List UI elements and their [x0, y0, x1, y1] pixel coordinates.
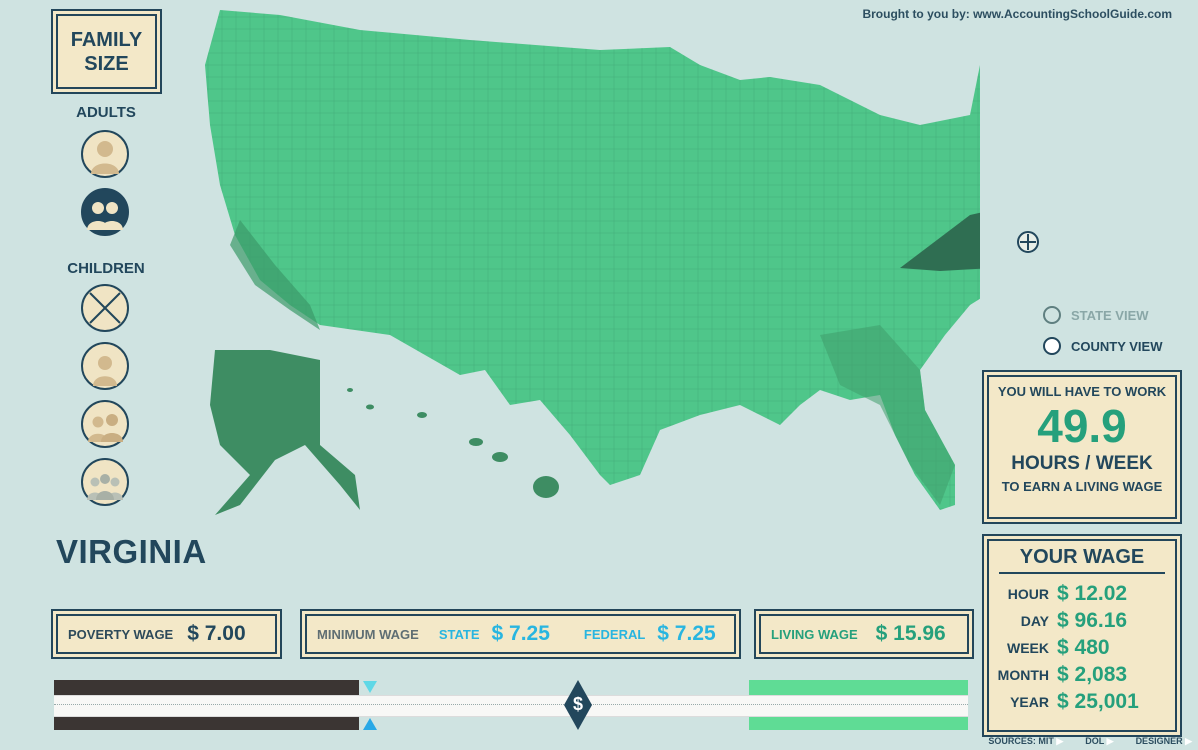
- wage-row-label: HOUR: [1007, 585, 1049, 602]
- federal-min-wage-value: $ 7.25: [657, 622, 716, 645]
- source-dol-link[interactable]: DOL ▶: [1085, 736, 1114, 746]
- dollar-handle-icon[interactable]: [564, 680, 592, 730]
- two-adults-icon: [87, 202, 123, 230]
- poverty-wage-value: $ 7.00: [187, 622, 246, 645]
- children-option-two[interactable]: [81, 400, 129, 448]
- slider-handle[interactable]: $: [564, 680, 592, 730]
- your-wage-rows: HOUR $ 12.02 DAY $ 96.16 WEEK $ 480 MONTH $ 2,0…: [989, 580, 1175, 715]
- wage-row-label: WEEK: [1007, 639, 1049, 656]
- living-wage-box: LIVING WAGE $ 15.96: [759, 614, 969, 654]
- state-view-label: STATE VIEW: [1071, 307, 1149, 323]
- source-dol-text[interactable]: DOL: [1085, 736, 1105, 746]
- your-wage-card: YOUR WAGE HOUR $ 12.02 DAY $ 96.16 WEEK $ 480…: [987, 539, 1177, 732]
- wage-row-value: $ 12.02: [1057, 581, 1128, 605]
- county-view-radio[interactable]: [1043, 337, 1061, 355]
- wage-row-value: $ 25,001: [1057, 689, 1139, 713]
- county-view-label: COUNTY VIEW: [1071, 338, 1163, 354]
- sources-label: SOURCES: MIT ▶: [988, 736, 1064, 746]
- wage-row-day: DAY $ 96.16: [997, 607, 1175, 634]
- virginia-highlight[interactable]: [900, 205, 980, 271]
- adults-option-one[interactable]: [81, 130, 129, 178]
- hawaii-shape[interactable]: [347, 388, 559, 498]
- state-min-wage-marker-top: [363, 681, 377, 693]
- wage-row-label: YEAR: [1010, 693, 1049, 710]
- poverty-wage-label: POVERTY WAGE: [68, 626, 174, 642]
- one-adult-icon: [91, 141, 119, 174]
- alaska-shape[interactable]: [210, 350, 360, 515]
- slider-track[interactable]: [54, 695, 968, 717]
- two-children-icon: [88, 414, 123, 442]
- family-size-title-line1: FAMILY: [70, 28, 143, 51]
- hours-unit: HOURS / WEEK: [1011, 453, 1153, 474]
- children-option-three[interactable]: [81, 458, 129, 506]
- designer-link[interactable]: DESIGNER ▶: [1135, 736, 1192, 746]
- hours-card-line2: TO EARN A LIVING WAGE: [1001, 479, 1163, 494]
- map-shade-west-coast: [230, 220, 320, 330]
- wage-row-week: WEEK $ 480: [997, 634, 1175, 661]
- children-label: CHILDREN: [67, 260, 145, 277]
- wage-row-month: MONTH $ 2,083: [997, 661, 1175, 688]
- slider-ticks: [54, 704, 968, 705]
- hours-card-line1: YOU WILL HAVE TO WORK: [997, 384, 1167, 399]
- wage-row-value: $ 2,083: [1057, 662, 1128, 686]
- county-borders: [205, 10, 980, 510]
- minimum-wage-label: MINIMUM WAGE: [317, 626, 419, 642]
- state-view-radio[interactable]: [1043, 306, 1061, 324]
- family-size-title-line2: SIZE: [84, 52, 129, 75]
- hours-card: YOU WILL HAVE TO WORK 49.9 HOURS / WEEK …: [987, 375, 1177, 519]
- map-shade-southeast: [820, 325, 955, 505]
- state-name: VIRGINIA: [56, 533, 207, 570]
- wage-row-value: $ 480: [1057, 635, 1110, 659]
- wage-row-label: MONTH: [997, 666, 1049, 683]
- adults-option-two[interactable]: [81, 188, 129, 236]
- wage-row-hour: HOUR $ 12.02: [997, 580, 1175, 607]
- your-wage-title: YOUR WAGE: [1019, 546, 1145, 568]
- living-wage-label: LIVING WAGE: [771, 626, 858, 642]
- wage-slider[interactable]: $: [54, 680, 968, 730]
- slider-handle-symbol: $: [572, 694, 583, 714]
- adults-label: ADULTS: [76, 104, 136, 121]
- children-option-one[interactable]: [81, 342, 129, 390]
- wage-row-value: $ 96.16: [1057, 608, 1128, 632]
- state-min-wage-label: STATE: [438, 626, 480, 642]
- wage-row-year: YEAR $ 25,001: [997, 688, 1175, 715]
- family-size-title: FAMILY SIZE: [56, 14, 157, 89]
- designer-text[interactable]: DESIGNER: [1135, 736, 1183, 746]
- three-children-icon: [87, 474, 123, 500]
- credit-text[interactable]: Brought to you by: www.AccountingSchoolG…: [862, 7, 1172, 21]
- sources-label-text: SOURCES:: [988, 736, 1036, 746]
- living-wage-value: $ 15.96: [875, 622, 946, 645]
- one-child-icon: [93, 356, 117, 386]
- state-min-wage-value: $ 7.25: [491, 622, 550, 645]
- hours-value: 49.9: [1037, 400, 1127, 452]
- wage-row-label: DAY: [1020, 612, 1049, 629]
- us-county-map[interactable]: [180, 5, 980, 525]
- crosshair-icon[interactable]: [1015, 229, 1041, 255]
- state-view-option[interactable]: STATE VIEW: [1043, 306, 1149, 324]
- county-view-option[interactable]: COUNTY VIEW: [1043, 337, 1163, 355]
- sources-bar: SOURCES: MIT ▶ DOL ▶ DESIGNER ▶: [988, 736, 1192, 747]
- children-option-none[interactable]: [81, 284, 129, 332]
- minimum-wage-box: MINIMUM WAGE STATE $ 7.25 FEDERAL $ 7.25: [305, 614, 736, 654]
- source-mit-link[interactable]: MIT: [1038, 736, 1054, 746]
- federal-min-wage-label: FEDERAL: [583, 626, 646, 642]
- no-children-icon: [89, 292, 121, 324]
- poverty-wage-box: POVERTY WAGE $ 7.00: [56, 614, 277, 654]
- federal-min-wage-marker-bottom: [363, 718, 377, 730]
